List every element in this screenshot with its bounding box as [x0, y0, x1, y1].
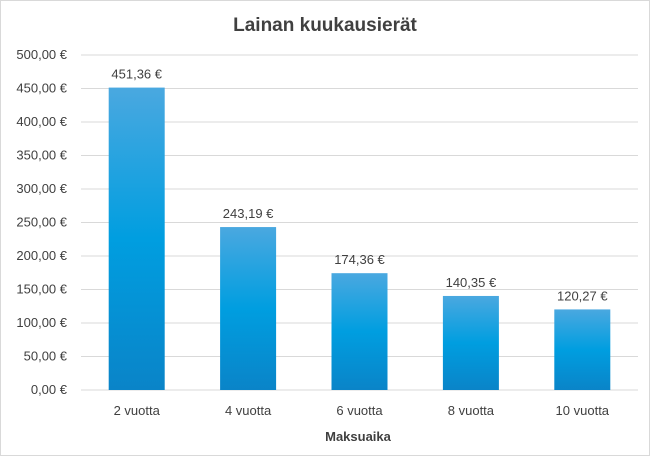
y-tick-label: 50,00 €	[24, 349, 68, 364]
bar	[108, 87, 165, 390]
bar	[442, 295, 499, 390]
x-tick-label: 10 vuotta	[556, 403, 610, 418]
x-tick-label: 6 vuotta	[336, 403, 383, 418]
y-tick-label: 350,00 €	[16, 148, 67, 163]
y-tick-label: 500,00 €	[16, 47, 67, 62]
y-tick-label: 250,00 €	[16, 215, 67, 230]
x-tick-label: 8 vuotta	[448, 403, 495, 418]
data-label: 243,19 €	[223, 206, 274, 221]
data-label: 451,36 €	[111, 67, 162, 82]
bar	[220, 227, 277, 390]
bar	[331, 273, 388, 390]
data-label: 140,35 €	[446, 275, 497, 290]
x-tick-label: 4 vuotta	[225, 403, 272, 418]
y-tick-label: 450,00 €	[16, 81, 67, 96]
x-tick-label: 2 vuotta	[114, 403, 161, 418]
x-axis-title: Maksuaika	[325, 429, 392, 444]
y-tick-label: 300,00 €	[16, 181, 67, 196]
data-label: 120,27 €	[557, 288, 608, 303]
y-tick-label: 100,00 €	[16, 315, 67, 330]
data-label: 174,36 €	[334, 252, 385, 267]
y-tick-label: 400,00 €	[16, 114, 67, 129]
bar	[554, 309, 611, 390]
y-tick-label: 200,00 €	[16, 248, 67, 263]
chart-title: Lainan kuukausierät	[233, 15, 417, 36]
y-tick-label: 0,00 €	[31, 382, 68, 397]
y-tick-label: 150,00 €	[16, 282, 67, 297]
